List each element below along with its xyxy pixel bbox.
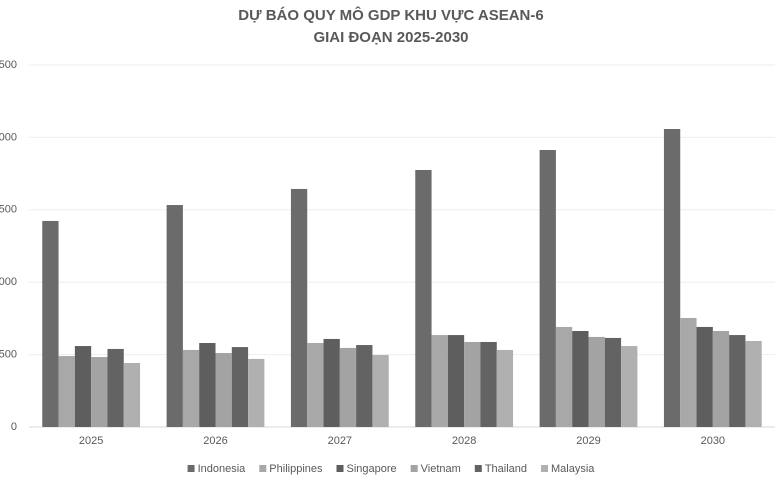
legend-label: Philippines [269,463,323,475]
y-tick-label: 1500 [0,204,17,216]
x-tick-label: 2029 [576,435,600,447]
legend-label: Indonesia [198,463,247,475]
legend-swatch [187,465,195,472]
legend-label: Vietnam [421,463,461,475]
bar [696,326,713,427]
bar [604,337,622,427]
x-tick-label: 2027 [328,435,352,447]
bar [323,338,340,427]
bar [356,345,373,427]
y-tick-label: 1000 [0,276,17,288]
chart-subtitle: GIAI ĐOẠN 2025-2030 [313,29,468,46]
bar [447,335,465,427]
legend-label: Singapore [347,463,397,475]
x-tick-label: 2028 [452,435,476,447]
bar [231,347,249,427]
bar [588,336,605,427]
bar [215,353,232,427]
bar [572,330,589,427]
bar [415,169,432,428]
legend-label: Malaysia [551,463,595,475]
bar [480,342,497,427]
x-tick-label: 2026 [203,435,227,447]
bar [745,340,762,427]
bar [166,205,183,427]
bar [663,129,681,428]
bar [58,356,75,427]
bar [729,335,746,427]
bar [464,342,481,427]
bar [248,358,265,427]
bar [621,346,638,427]
bar [74,346,92,427]
bar [182,349,200,427]
legend-swatch [259,465,267,472]
bar [539,149,556,427]
bar [107,348,124,427]
bar [91,357,108,427]
bar [712,330,730,427]
chart-title: DỰ BÁO QUY MÔ GDP KHU VỰC ASEAN-6 [238,6,543,24]
y-tick-label: 2500 [0,59,17,71]
legend-swatch [410,465,418,472]
bar [555,326,573,427]
y-tick-label: 500 [0,349,17,361]
bar [42,220,59,427]
bar [431,335,448,427]
y-tick-label: 2000 [0,131,17,143]
legend-label: Thailand [485,463,527,475]
y-tick-label: 0 [11,421,17,433]
x-tick-label: 2030 [701,435,725,447]
bar [307,343,324,427]
legend-swatch [541,465,549,472]
bar [496,349,514,427]
bar [339,347,357,427]
legend-swatch [336,465,344,472]
bar [372,355,389,427]
bar [680,317,697,427]
legend-swatch [474,465,482,472]
bar [199,343,216,427]
x-tick-label: 2025 [79,435,103,447]
bar [123,362,141,427]
bar [290,188,308,427]
